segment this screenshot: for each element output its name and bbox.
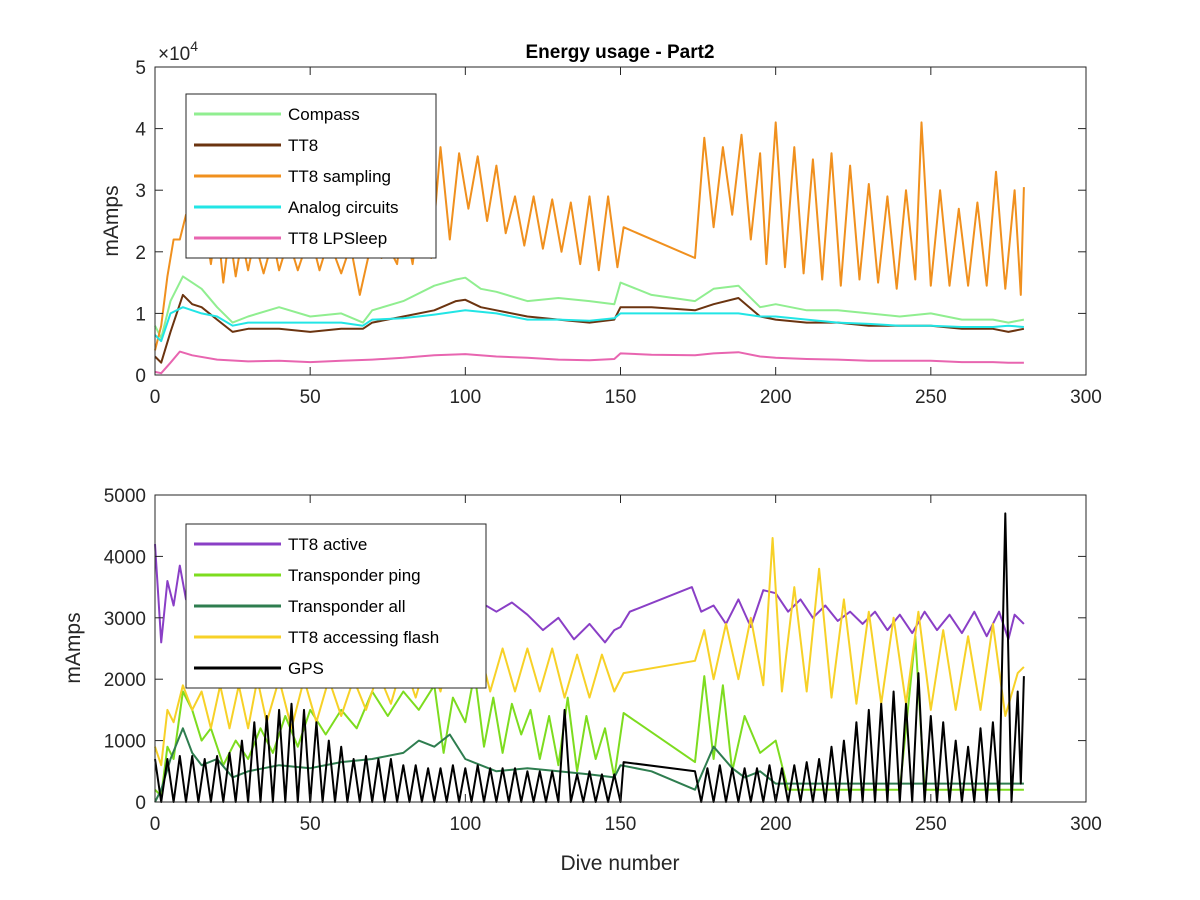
- top-series-line-tt8-lpsleep: [154, 350, 1024, 375]
- bottom-legend-label: TT8 active: [288, 535, 367, 554]
- top-series-line-analog-circuits: [154, 306, 1024, 343]
- top-y-exponent-label: ×104: [158, 38, 198, 65]
- top-x-tick-label: 250: [915, 387, 947, 408]
- bottom-x-tick-label: 0: [150, 814, 161, 835]
- bottom-x-tick-label: 250: [915, 814, 947, 835]
- bottom-x-tick-label: 100: [449, 814, 481, 835]
- bottom-y-tick-label: 1000: [104, 732, 146, 753]
- top-y-tick-label: 0: [135, 366, 146, 387]
- top-x-tick-label: 50: [300, 387, 321, 408]
- top-series-line-compass: [154, 275, 1025, 339]
- bottom-legend-label: GPS: [288, 659, 324, 678]
- top-energy-plot: Energy usage - Part2 0 50 100 150 200 250 300 …: [100, 38, 1102, 408]
- top-series-lines: [154, 121, 1025, 375]
- top-x-tick-label: 300: [1070, 387, 1102, 408]
- top-y-axis-label: mAmps: [100, 185, 123, 256]
- bottom-legend: TT8 active Transponder ping Transponder al…: [185, 523, 487, 689]
- top-x-tick-label: 100: [449, 387, 481, 408]
- bottom-y-tick-label: 3000: [104, 609, 146, 630]
- bottom-x-tick-label: 150: [605, 814, 637, 835]
- top-y-tick-label: 2: [135, 243, 146, 264]
- bottom-legend-label: Transponder all: [288, 597, 406, 616]
- top-y-tick-label: 5: [135, 58, 146, 79]
- top-legend: Compass TT8 TT8 sampling Analog circuits TT8…: [185, 93, 437, 259]
- top-legend-label: TT8 LPSleep: [288, 229, 387, 248]
- bottom-x-tick-label: 50: [300, 814, 321, 835]
- top-y-ticks: 0 1 2 3 4 5: [135, 58, 1086, 387]
- top-y-tick-label: 3: [135, 181, 146, 202]
- chart-title: Energy usage - Part2: [525, 42, 714, 63]
- bottom-x-tick-label: 200: [760, 814, 792, 835]
- x-axis-label: Dive number: [560, 852, 679, 875]
- bottom-x-tick-label: 300: [1070, 814, 1102, 835]
- top-x-tick-label: 0: [150, 387, 161, 408]
- bottom-series-line-gps: [154, 512, 1025, 803]
- bottom-y-tick-label: 4000: [104, 547, 146, 568]
- top-y-exponent-power: 4: [190, 38, 198, 54]
- bottom-y-axis-label: mAmps: [62, 612, 85, 683]
- bottom-legend-label: Transponder ping: [288, 566, 421, 585]
- top-x-tick-label: 150: [605, 387, 637, 408]
- bottom-series-line-transponder-ping: [154, 635, 1024, 797]
- top-x-tick-label: 200: [760, 387, 792, 408]
- bottom-y-tick-label: 5000: [104, 486, 146, 507]
- top-y-tick-label: 4: [135, 120, 146, 141]
- bottom-y-tick-label: 2000: [104, 670, 146, 691]
- top-legend-label: Analog circuits: [288, 198, 399, 217]
- bottom-energy-plot: 0 50 100 150 200 250 300 0 1000 2000 3000 4000 5000…: [62, 486, 1102, 875]
- bottom-y-ticks: 0 1000 2000 3000 4000 5000: [104, 486, 1086, 814]
- bottom-x-ticks: 0 50 100 150 200 250 300: [150, 495, 1102, 835]
- top-legend-label: TT8 sampling: [288, 167, 391, 186]
- top-legend-label: TT8: [288, 136, 318, 155]
- top-y-tick-label: 1: [135, 304, 146, 325]
- top-x-ticks: 0 50 100 150 200 250 300: [150, 67, 1102, 408]
- top-legend-label: Compass: [288, 105, 360, 124]
- bottom-y-tick-label: 0: [135, 793, 146, 814]
- bottom-legend-label: TT8 accessing flash: [288, 628, 439, 647]
- top-y-exponent-base: ×10: [158, 44, 190, 65]
